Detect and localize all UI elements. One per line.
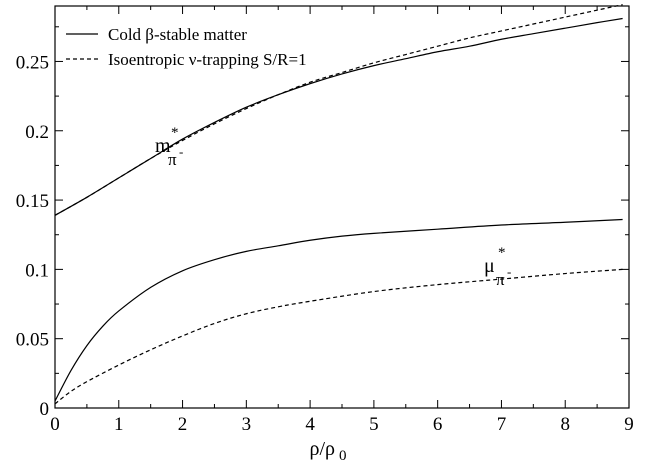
series-lines — [54, 4, 623, 405]
x-tick-label: 3 — [242, 414, 252, 435]
legend-label-cold: Cold β-stable matter — [108, 25, 247, 44]
y-tick-label: 0.1 — [25, 260, 49, 281]
annotation-mu-pi: μ * π - — [484, 244, 511, 289]
x-tick-label: 7 — [497, 414, 507, 435]
x-axis-title-sub: 0 — [339, 448, 347, 464]
series-line-3 — [54, 268, 623, 405]
annotation-m-sub: π — [168, 150, 177, 169]
series-line-2 — [54, 218, 623, 402]
x-axis-title: ρ/ρ 0 — [309, 438, 346, 464]
annotation-m-base: m — [155, 135, 171, 157]
series-line-0 — [54, 17, 623, 216]
legend: Cold β-stable matter Isoentropic ν-trapp… — [66, 25, 307, 69]
annotation-m-subsup: - — [179, 144, 183, 159]
x-tick-label: 2 — [178, 414, 188, 435]
x-tick-label: 9 — [624, 414, 634, 435]
annotation-mu-base: μ — [484, 255, 495, 277]
y-tick-label: 0.05 — [16, 330, 49, 351]
x-tick-label: 5 — [369, 414, 379, 435]
annotation-mu-sup: * — [498, 245, 506, 261]
y-tick-label: 0.25 — [16, 52, 49, 73]
x-tick-label: 8 — [560, 414, 570, 435]
y-tick-label: 0.2 — [25, 122, 49, 143]
y-tick-label: 0 — [40, 399, 50, 420]
x-tick-label: 0 — [50, 414, 60, 435]
series-line-1 — [54, 4, 623, 216]
legend-label-isoentropic: Isoentropic ν-trapping S/R=1 — [108, 50, 307, 69]
annotation-mu-sub: π — [496, 270, 505, 289]
annotation-m-pi: m * π - — [155, 124, 183, 169]
x-tick-label: 4 — [305, 414, 315, 435]
y-tick-label: 0.15 — [16, 191, 49, 212]
x-tick-label: 6 — [433, 414, 443, 435]
annotation-mu-subsup: - — [507, 264, 511, 279]
axis-ticks: 0 1 2 3 4 5 6 7 8 9 0 0.05 0.1 0.15 0.2 0.25 — [16, 6, 634, 435]
x-tick-label: 1 — [114, 414, 124, 435]
x-axis-title-base: ρ/ρ — [309, 438, 335, 460]
annotation-m-sup: * — [171, 125, 179, 141]
